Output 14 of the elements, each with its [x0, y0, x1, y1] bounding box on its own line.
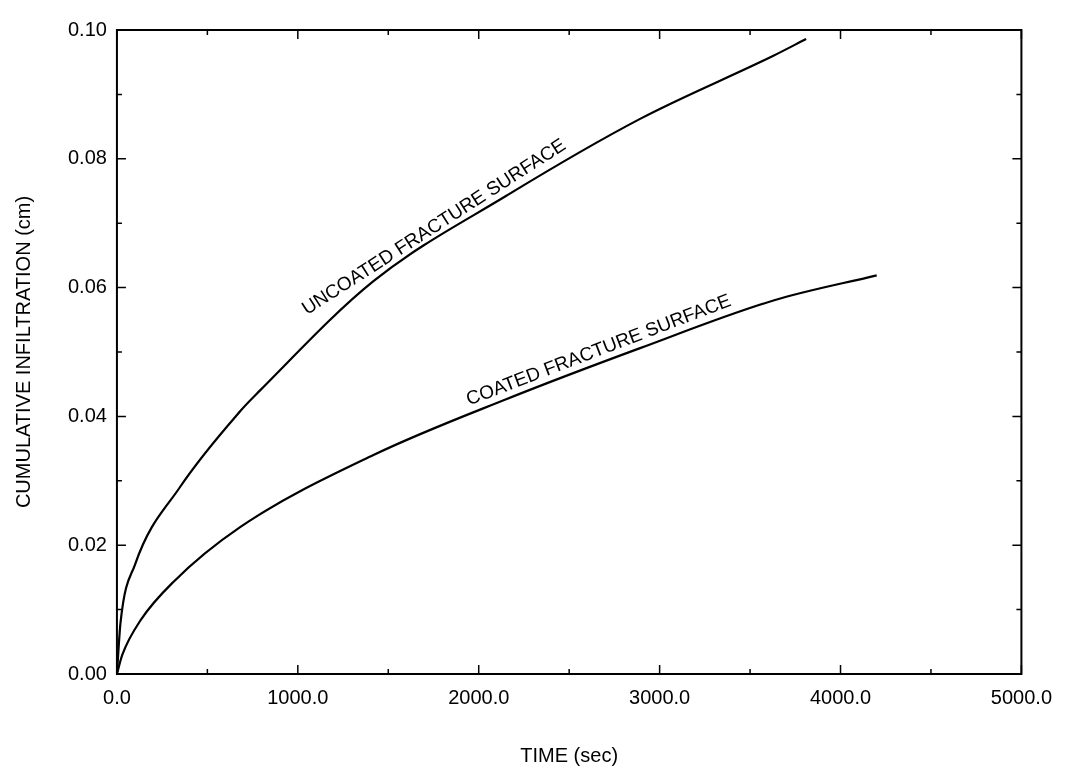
y-tick-label: 0.06 [67, 275, 107, 298]
x-axis-title: TIME (sec) [520, 743, 619, 766]
y-tick-label: 0.08 [67, 146, 107, 169]
y-tick-label: 0.00 [67, 661, 107, 684]
x-tick-label: 5000.0 [990, 685, 1052, 708]
y-tick-label: 0.10 [67, 17, 107, 40]
y-tick-label: 0.04 [67, 403, 107, 426]
x-tick-label: 3000.0 [629, 685, 691, 708]
y-tick-label: 0.02 [67, 532, 107, 555]
x-tick-label: 1000.0 [267, 685, 329, 708]
x-tick-label: 0.0 [103, 685, 131, 708]
x-tick-label: 4000.0 [809, 685, 872, 708]
x-tick-label: 2000.0 [448, 685, 510, 708]
y-axis-title: CUMULATIVE INFILTRATION (cm) [11, 195, 34, 509]
